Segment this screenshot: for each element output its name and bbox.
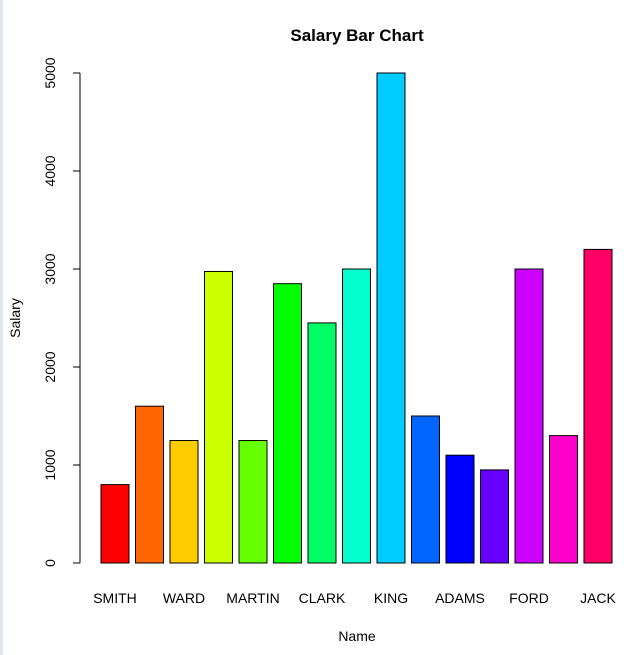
- bar-king: [376, 72, 406, 564]
- y-tick-label: 0: [42, 559, 58, 567]
- chart-title: Salary Bar Chart: [290, 26, 424, 45]
- y-tick-label: 3000: [42, 253, 58, 284]
- x-tick-label: MARTIN: [226, 590, 279, 606]
- bar-turner: [411, 415, 440, 564]
- x-tick-label: CLARK: [299, 590, 346, 606]
- y-tick-label: 2000: [42, 351, 58, 382]
- y-axis: 0 1000 2000 3000 4000 5000: [42, 57, 81, 567]
- bar-scott: [342, 268, 371, 564]
- bar-ward: [169, 440, 199, 564]
- x-tick-labels: SMITH WARD MARTIN CLARK KING ADAMS FORD JACK: [93, 590, 616, 606]
- y-axis-label: Salary: [7, 298, 23, 338]
- bar-jones: [204, 270, 233, 564]
- window-edge: [0, 0, 3, 655]
- bar-blake: [273, 283, 302, 564]
- x-tick-label: JACK: [580, 590, 616, 606]
- bar-clark: [307, 322, 337, 564]
- x-tick-label: WARD: [163, 590, 205, 606]
- x-tick-label: FORD: [509, 590, 549, 606]
- bar-smith: [100, 484, 130, 564]
- bar-jack: [583, 248, 613, 564]
- bar-martin: [238, 440, 268, 564]
- bar-james: [480, 469, 509, 564]
- x-axis-label: Name: [338, 628, 376, 644]
- bar-ford: [514, 268, 544, 564]
- x-tick-label: SMITH: [93, 590, 137, 606]
- y-tick-label: 1000: [42, 449, 58, 480]
- bar-miller: [549, 435, 578, 564]
- y-tick-label: 5000: [42, 57, 58, 88]
- x-tick-label: ADAMS: [435, 590, 485, 606]
- y-tick-label: 4000: [42, 155, 58, 186]
- bar-adams: [445, 454, 475, 564]
- bar-allen: [135, 405, 164, 564]
- bars: [100, 72, 613, 564]
- x-tick-label: KING: [374, 590, 408, 606]
